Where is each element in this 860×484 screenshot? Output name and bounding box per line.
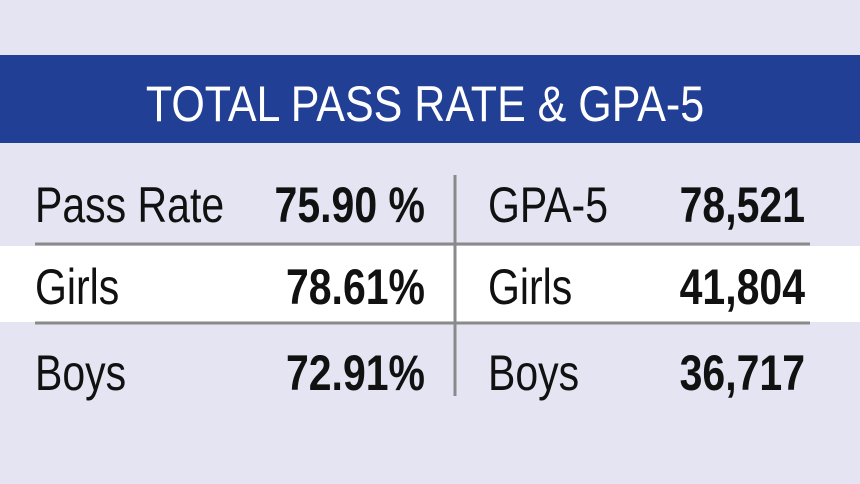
row-label: Boys bbox=[488, 345, 579, 401]
row-label: Pass Rate bbox=[35, 177, 224, 233]
row-label: Girls bbox=[488, 259, 572, 315]
row-label: Girls bbox=[35, 259, 119, 315]
highlight-row bbox=[0, 246, 860, 322]
title: TOTAL PASS RATE & GPA-5 bbox=[146, 76, 704, 132]
title-band bbox=[0, 55, 860, 143]
row-value: 78.61% bbox=[286, 259, 425, 315]
table: Pass Rate 75.90 % GPA-5 78,521 Girls 78.61% Gi… bbox=[35, 177, 806, 401]
row-value: 36,717 bbox=[680, 345, 805, 401]
row-label: Boys bbox=[35, 345, 126, 401]
row-value: 72.91% bbox=[286, 345, 425, 401]
row-value: 75.90 % bbox=[275, 177, 425, 233]
row-label: GPA-5 bbox=[488, 177, 608, 233]
row-value: 78,521 bbox=[680, 177, 805, 233]
row-value: 41,804 bbox=[680, 259, 806, 315]
